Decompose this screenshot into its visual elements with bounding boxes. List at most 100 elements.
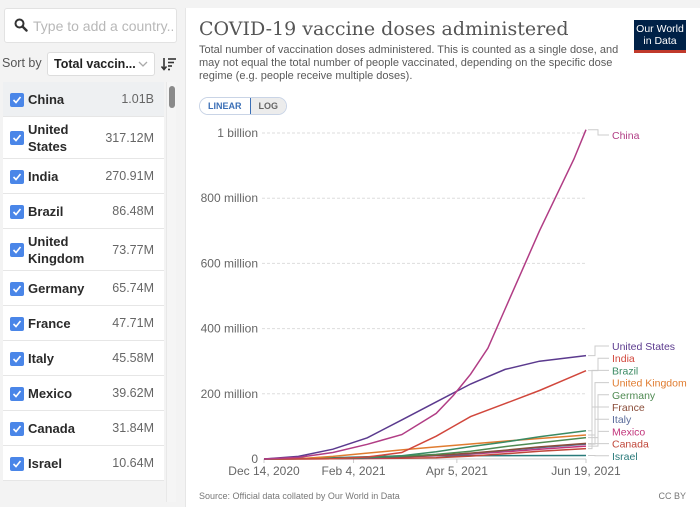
legend-label: Mexico <box>612 426 645 438</box>
country-list-scrollbar[interactable] <box>166 82 176 502</box>
country-name: United States <box>28 122 69 154</box>
source-note[interactable]: Source: Official data collated by Our Wo… <box>199 491 400 501</box>
checkmark-icon <box>12 389 22 398</box>
y-tick-label: 800 million <box>201 191 258 205</box>
country-name: Italy <box>28 351 55 366</box>
country-name: China <box>28 92 65 107</box>
country-name: Brazil <box>28 204 64 219</box>
country-name: Israel <box>28 456 62 471</box>
legend-connector <box>588 345 609 357</box>
country-checkbox[interactable] <box>10 243 24 257</box>
country-value: 1.01B <box>121 92 154 106</box>
sort-select[interactable]: Total vaccin... <box>47 52 155 76</box>
country-checkbox[interactable] <box>10 131 24 145</box>
legend-connector <box>588 369 609 432</box>
sort-select-value: Total vaccin... <box>54 57 136 71</box>
country-value: 47.71M <box>112 316 154 330</box>
chart-card: COVID-19 vaccine doses administered Tota… <box>185 8 700 507</box>
country-row[interactable]: China 1.01B <box>3 82 164 117</box>
country-checkbox[interactable] <box>10 92 24 107</box>
scrollbar-thumb[interactable] <box>169 86 175 108</box>
checkmark-icon <box>12 134 22 142</box>
x-tick-label: Apr 5, 2021 <box>426 464 488 478</box>
country-checkbox[interactable] <box>10 386 24 401</box>
country-value: 86.48M <box>112 204 154 218</box>
country-row[interactable]: Mexico 39.62M <box>3 376 164 411</box>
country-row[interactable]: Brazil 86.48M <box>3 194 164 229</box>
country-value: 10.64M <box>112 456 154 470</box>
sort-order-icon[interactable] <box>161 56 177 72</box>
country-checkbox[interactable] <box>10 281 24 296</box>
legend-label: India <box>612 353 635 365</box>
legend-label: United States <box>612 341 675 353</box>
country-row[interactable]: India 270.91M <box>3 159 164 194</box>
checkmark-icon <box>12 319 22 328</box>
country-name: India <box>28 169 59 184</box>
country-name: United Kingdom <box>28 234 85 266</box>
legend-label: China <box>612 130 640 142</box>
y-tick-label: 400 million <box>201 322 258 336</box>
linear-scale-button[interactable]: LINEAR <box>200 98 251 114</box>
country-value: 270.91M <box>105 169 154 183</box>
country-row[interactable]: Israel 10.64M <box>3 446 164 481</box>
x-tick-label: Dec 14, 2020 <box>228 464 300 478</box>
country-row[interactable]: Italy 45.58M <box>3 341 164 376</box>
country-checkbox[interactable] <box>10 421 24 436</box>
logo-line1: Our World <box>636 23 684 35</box>
legend-connector <box>588 443 609 450</box>
sort-label: Sort by <box>2 56 42 70</box>
country-name: Germany <box>28 281 85 296</box>
country-checkbox[interactable] <box>10 169 24 184</box>
chart-subtitle: Total number of vaccination doses admini… <box>199 44 619 82</box>
owid-logo[interactable]: Our World in Data <box>634 20 686 53</box>
x-tick-label: Feb 4, 2021 <box>322 464 386 478</box>
country-sidebar: Sort by Total vaccin... China 1.01B United… <box>0 0 185 507</box>
legend-label: Italy <box>612 414 632 426</box>
country-list: China 1.01B United States 317.12M India 270.9… <box>3 82 164 481</box>
country-row[interactable]: United States 317.12M <box>3 117 164 159</box>
y-tick-label: 1 billion <box>217 126 258 140</box>
country-value: 73.77M <box>112 242 154 257</box>
country-value: 39.62M <box>112 386 154 400</box>
log-scale-button[interactable]: LOG <box>250 98 286 114</box>
logo-line2: in Data <box>643 35 677 47</box>
y-tick-label: 600 million <box>201 256 258 270</box>
country-checkbox[interactable] <box>10 316 24 331</box>
country-row[interactable]: United Kingdom 73.77M <box>3 229 164 271</box>
checkmark-icon <box>12 172 22 181</box>
country-row[interactable]: France 47.71M <box>3 306 164 341</box>
country-search-input[interactable] <box>33 14 173 38</box>
license-note[interactable]: CC BY <box>658 491 686 501</box>
country-checkbox[interactable] <box>10 351 24 366</box>
legend-connector <box>588 129 609 136</box>
country-name: Canada <box>28 421 75 436</box>
country-value: 65.74M <box>112 281 154 295</box>
checkmark-icon <box>12 95 22 104</box>
checkmark-icon <box>12 246 22 254</box>
country-checkbox[interactable] <box>10 456 24 471</box>
checkmark-icon <box>12 459 22 468</box>
series-line-china <box>263 129 587 460</box>
series-line-india <box>263 370 587 460</box>
legend-label: United Kingdom <box>612 378 687 390</box>
checkmark-icon <box>12 284 22 293</box>
legend-label: France <box>612 402 645 414</box>
checkmark-icon <box>12 354 22 363</box>
country-checkbox[interactable] <box>10 204 24 219</box>
checkmark-icon <box>12 207 22 216</box>
country-row[interactable]: Germany 65.74M <box>3 271 164 306</box>
legend-connector <box>588 357 609 372</box>
y-tick-label: 0 <box>251 452 258 466</box>
country-row[interactable]: Canada 31.84M <box>3 411 164 446</box>
country-search[interactable] <box>4 8 177 43</box>
legend-connector <box>588 394 609 439</box>
country-name: Mexico <box>28 386 73 401</box>
y-tick-label: 200 million <box>201 387 258 401</box>
line-chart: 0 200 million 400 million 600 million 800 mi… <box>201 126 687 478</box>
x-tick-label: Jun 19, 2021 <box>551 464 621 478</box>
country-value: 45.58M <box>112 351 154 365</box>
legend-connector <box>588 430 609 447</box>
country-value: 317.12M <box>105 130 154 145</box>
chart-title: COVID-19 vaccine doses administered <box>199 18 569 40</box>
